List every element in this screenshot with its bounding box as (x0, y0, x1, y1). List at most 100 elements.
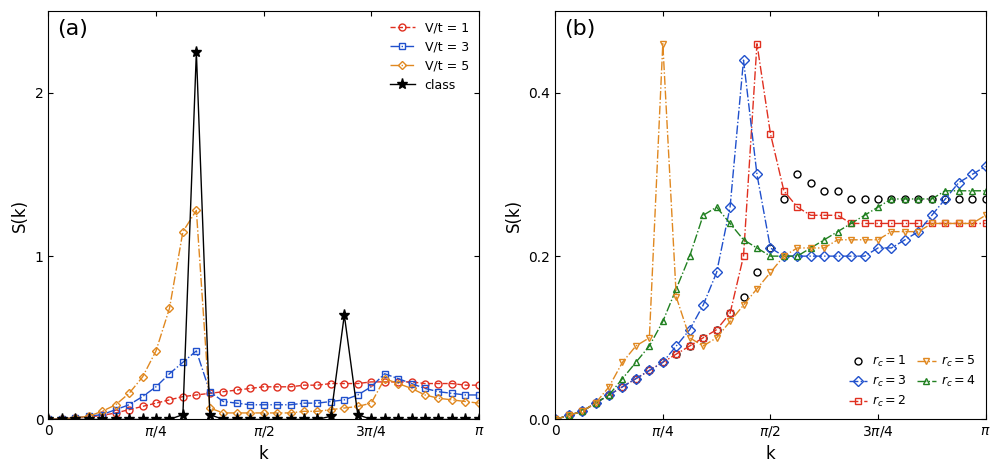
V/t = 5 (352, 403, 364, 409)
V/t = 1 (177, 394, 189, 400)
$r_c = 1$ (926, 196, 938, 202)
$r_c = 2$ (616, 384, 628, 390)
V/t = 5 (339, 405, 351, 411)
V/t = 3 (109, 407, 121, 412)
$r_c = 3$ (750, 172, 763, 177)
V/t = 3 (177, 359, 189, 365)
V/t = 3 (446, 391, 458, 396)
$r_c = 2$ (697, 335, 709, 341)
V/t = 3 (136, 394, 148, 400)
V/t = 3 (392, 376, 404, 382)
$r_c = 4$ (656, 319, 668, 324)
V/t = 1 (325, 381, 337, 386)
Line: V/t = 1: V/t = 1 (45, 378, 482, 423)
V/t = 5 (69, 415, 81, 421)
$r_c = 5$ (859, 237, 871, 243)
V/t = 5 (83, 413, 95, 419)
$r_c = 5$ (872, 237, 884, 243)
$r_c = 2$ (913, 220, 925, 226)
V/t = 3 (244, 402, 257, 408)
V/t = 1 (258, 384, 270, 390)
$r_c = 4$ (616, 376, 628, 382)
V/t = 3 (203, 389, 215, 394)
$r_c = 5$ (656, 41, 668, 46)
V/t = 1 (230, 387, 242, 393)
V/t = 3 (459, 392, 471, 398)
V/t = 5 (298, 409, 310, 414)
$r_c = 1$ (643, 368, 655, 374)
Line: $r_c = 5$: $r_c = 5$ (552, 40, 989, 423)
V/t = 5 (230, 410, 242, 416)
$r_c = 3$ (603, 392, 615, 398)
$r_c = 3$ (792, 253, 804, 259)
$r_c = 3$ (630, 376, 642, 382)
$r_c = 2$ (549, 417, 561, 422)
$r_c = 2$ (643, 368, 655, 374)
V/t = 5 (217, 410, 229, 416)
$r_c = 5$ (792, 245, 804, 251)
V/t = 1 (446, 381, 458, 386)
V/t = 1 (244, 385, 257, 391)
class (136, 417, 148, 422)
$r_c = 2$ (563, 412, 575, 418)
$r_c = 3$ (778, 253, 790, 259)
$r_c = 5$ (737, 302, 749, 308)
V/t = 3 (42, 417, 54, 422)
X-axis label: k: k (766, 445, 776, 463)
V/t = 1 (56, 416, 68, 421)
Text: (a): (a) (57, 19, 88, 39)
$r_c = 4$ (778, 253, 790, 259)
$r_c = 4$ (563, 412, 575, 418)
$r_c = 5$ (710, 335, 722, 341)
$r_c = 3$ (765, 245, 777, 251)
$r_c = 1$ (737, 294, 749, 300)
$r_c = 2$ (953, 220, 965, 226)
$r_c = 4$ (926, 196, 938, 202)
V/t = 1 (109, 410, 121, 416)
V/t = 5 (136, 374, 148, 380)
$r_c = 4$ (697, 212, 709, 218)
$r_c = 3$ (656, 359, 668, 365)
$r_c = 5$ (899, 229, 911, 235)
X-axis label: k: k (259, 445, 269, 463)
$r_c = 1$ (603, 392, 615, 398)
$r_c = 4$ (643, 343, 655, 349)
class (56, 417, 68, 422)
$r_c = 3$ (563, 412, 575, 418)
$r_c = 5$ (670, 294, 682, 300)
Legend: V/t = 1, V/t = 3, V/t = 5, class: V/t = 1, V/t = 3, V/t = 5, class (386, 18, 473, 96)
V/t = 1 (419, 381, 431, 386)
$r_c = 1$ (845, 196, 857, 202)
V/t = 3 (285, 402, 297, 408)
$r_c = 2$ (656, 359, 668, 365)
$r_c = 3$ (859, 253, 871, 259)
$r_c = 1$ (953, 196, 965, 202)
$r_c = 4$ (939, 188, 951, 194)
$r_c = 1$ (859, 196, 871, 202)
V/t = 1 (42, 417, 54, 422)
class (312, 417, 324, 422)
$r_c = 4$ (750, 245, 763, 251)
$r_c = 4$ (980, 188, 992, 194)
V/t = 3 (163, 371, 175, 376)
V/t = 3 (123, 402, 135, 408)
Line: V/t = 5: V/t = 5 (46, 208, 482, 422)
$r_c = 4$ (966, 188, 978, 194)
V/t = 3 (230, 401, 242, 406)
$r_c = 4$ (845, 220, 857, 226)
$r_c = 5$ (832, 237, 844, 243)
Line: V/t = 3: V/t = 3 (45, 347, 482, 423)
V/t = 1 (272, 384, 284, 390)
$r_c = 5$ (805, 245, 817, 251)
V/t = 5 (190, 208, 202, 213)
class (459, 417, 471, 422)
$r_c = 4$ (886, 196, 898, 202)
$r_c = 3$ (683, 327, 695, 332)
V/t = 5 (312, 409, 324, 414)
class (473, 417, 485, 422)
Line: class: class (43, 46, 484, 425)
V/t = 1 (203, 391, 215, 396)
$r_c = 4$ (603, 392, 615, 398)
V/t = 3 (312, 401, 324, 406)
$r_c = 2$ (872, 220, 884, 226)
